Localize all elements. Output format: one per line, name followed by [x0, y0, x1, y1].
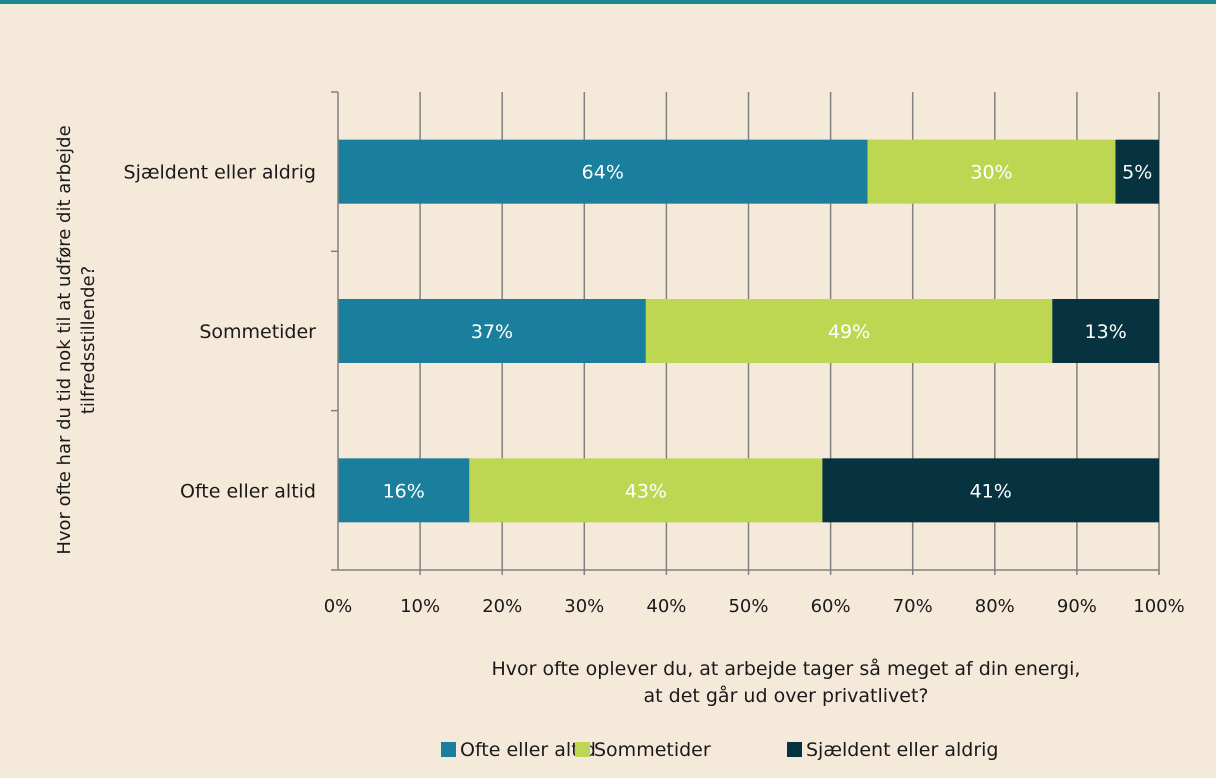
- data-label: 37%: [471, 321, 513, 343]
- x-tick-label: 10%: [400, 596, 440, 617]
- x-tick-label: 70%: [893, 596, 933, 617]
- x-tick-label: 40%: [646, 596, 686, 617]
- legend-label: Sommetider: [594, 739, 711, 761]
- category-label: Sommetider: [199, 321, 316, 343]
- category-label: Ofte eller altid: [180, 480, 316, 502]
- legend-swatch: [787, 742, 802, 757]
- data-label: 5%: [1122, 162, 1152, 184]
- x-axis-title-line: at det går ud over privatlivet?: [644, 684, 929, 707]
- y-axis-title-line: tilfredsstillende?: [78, 266, 99, 414]
- x-tick-label: 30%: [564, 596, 604, 617]
- y-axis-title: Hvor ofte har du tid nok til at udføre d…: [54, 125, 99, 554]
- data-label: 16%: [383, 480, 425, 502]
- x-tick-label: 80%: [975, 596, 1015, 617]
- data-label: 13%: [1085, 321, 1127, 343]
- y-axis-title-line: Hvor ofte har du tid nok til at udføre d…: [54, 125, 75, 554]
- x-tick-label: 20%: [482, 596, 522, 617]
- x-axis-title-line: Hvor ofte oplever du, at arbejde tager s…: [492, 657, 1081, 680]
- legend-swatch: [441, 742, 456, 757]
- x-tick-label: 50%: [728, 596, 768, 617]
- data-label: 41%: [970, 480, 1012, 502]
- x-tick-label: 100%: [1133, 596, 1184, 617]
- x-tick-label: 0%: [324, 596, 353, 617]
- legend-label: Sjældent eller aldrig: [806, 739, 998, 761]
- x-tick-label: 60%: [811, 596, 851, 617]
- data-label: 30%: [970, 162, 1012, 184]
- data-label: 64%: [582, 162, 624, 184]
- legend-swatch: [575, 742, 590, 757]
- data-label: 49%: [828, 321, 870, 343]
- x-tick-label: 90%: [1057, 596, 1097, 617]
- data-label: 43%: [625, 480, 667, 502]
- category-label: Sjældent eller aldrig: [124, 162, 316, 184]
